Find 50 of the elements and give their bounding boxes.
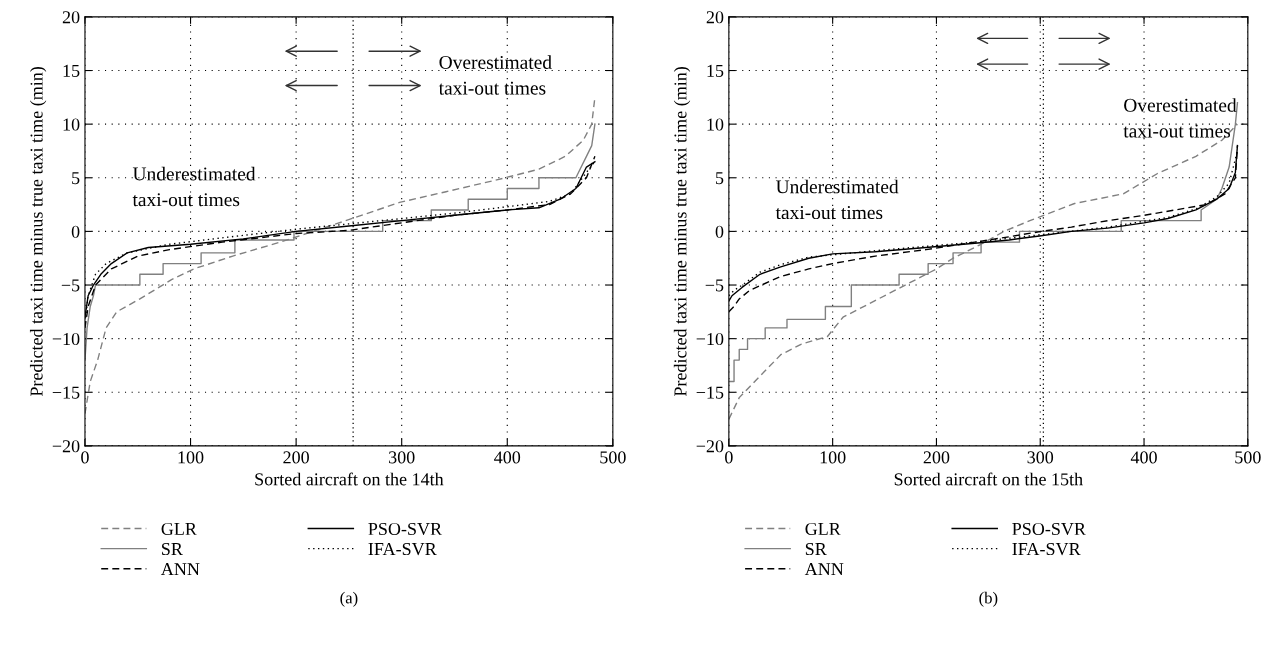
- y-tick-label: 15: [63, 64, 80, 77]
- x-axis-title: Sorted aircraft on the 15th: [894, 472, 1083, 486]
- y-tick-label: −5: [705, 279, 724, 292]
- legend-label: PSO-SVR: [1012, 522, 1086, 536]
- legend-label: ANN: [160, 563, 200, 576]
- x-axis-title: Sorted aircraft on the 14th: [255, 472, 444, 486]
- annotation: Overestimated taxi-out times: [438, 55, 552, 95]
- legend-label: SR: [805, 542, 827, 556]
- legend-label: PSO-SVR: [368, 522, 443, 536]
- text: (b): [979, 591, 998, 607]
- y-axis-title: Predicted taxi time minus true taxi time (min): [29, 66, 47, 397]
- annotation: Underestimated taxi-out times: [775, 179, 899, 220]
- y-tick-label: −20: [696, 440, 724, 453]
- x-tick-label: 200: [923, 451, 950, 464]
- y-tick-label: 0: [715, 225, 724, 238]
- x-tick-label: 400: [1130, 451, 1157, 464]
- x-tick-label: 100: [820, 451, 846, 464]
- legend-label: SR: [162, 542, 183, 556]
- y-tick-label: 5: [72, 172, 80, 185]
- y-tick-label: −20: [52, 440, 80, 453]
- annotation: Overestimated taxi-out times: [1123, 98, 1237, 138]
- x-tick-label: 200: [283, 451, 309, 464]
- y-tick-label: −15: [52, 386, 80, 399]
- legend-label: IFA-SVR: [1012, 542, 1081, 556]
- legend-label: ANN: [804, 563, 844, 576]
- legend-label: IFA-SVR: [368, 542, 437, 556]
- y-tick-label: 15: [707, 64, 724, 77]
- y-tick-label: 10: [707, 118, 724, 131]
- annotation: Underestimated taxi-out times: [132, 166, 256, 207]
- y-tick-label: 0: [71, 225, 80, 238]
- y-axis-title: Predicted taxi time minus true taxi time (min): [673, 66, 691, 397]
- y-tick-label: −15: [696, 386, 724, 399]
- legend-label: GLR: [161, 522, 197, 536]
- y-tick-label: −5: [61, 279, 80, 292]
- y-tick-label: 10: [63, 118, 80, 131]
- y-tick-label: 20: [706, 11, 724, 24]
- text: (a): [340, 591, 358, 607]
- x-tick-label: 100: [178, 451, 204, 464]
- y-tick-label: 20: [62, 11, 80, 24]
- y-tick-label: −10: [696, 332, 724, 346]
- y-tick-label: 5: [716, 172, 724, 185]
- x-tick-label: 500: [1235, 451, 1261, 464]
- x-tick-label: 400: [494, 451, 521, 464]
- x-tick-label: 300: [389, 451, 415, 464]
- legend-label: GLR: [805, 522, 841, 536]
- x-tick-label: 300: [1027, 451, 1054, 464]
- x-tick-label: 500: [600, 451, 626, 464]
- x-tick-label: 0: [81, 451, 89, 464]
- y-tick-label: −10: [52, 332, 80, 346]
- x-tick-label: 0: [725, 451, 733, 464]
